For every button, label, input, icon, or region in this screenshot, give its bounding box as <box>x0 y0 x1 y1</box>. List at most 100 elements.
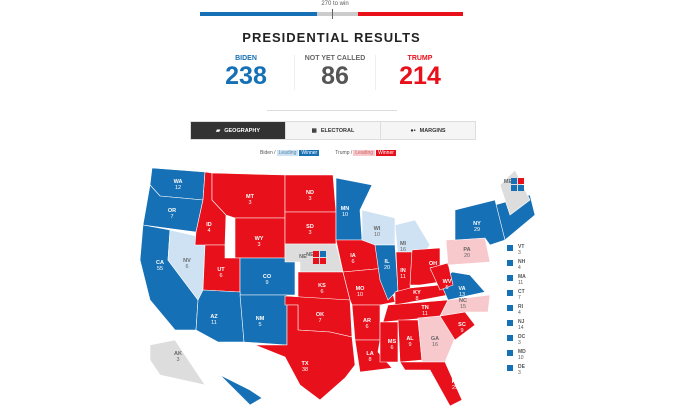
state-mn[interactable] <box>335 177 373 241</box>
state-fl[interactable] <box>399 361 463 407</box>
small-state-nj[interactable]: NJ 14 <box>507 319 526 334</box>
small-state-nh[interactable]: NH 4 <box>507 259 526 274</box>
state-label: TX 38 <box>301 361 308 373</box>
tab-geography[interactable]: ▰ GEOGRAPHY <box>191 122 286 139</box>
map-legend: Biden / Leading Winner Trump / Leading Winne… <box>260 150 396 156</box>
trump-total: TRUMP 214 <box>380 55 460 90</box>
biden-bar <box>200 12 317 16</box>
state-label: MN 10 <box>341 206 350 218</box>
legend-biden-leading: Leading <box>276 150 299 156</box>
state-label: WV 5 <box>443 279 452 291</box>
small-state-dc[interactable]: DC 3 <box>507 334 526 349</box>
state-label: WA 12 <box>174 179 183 191</box>
state-label: NV 6 <box>183 258 191 270</box>
state-label: UT 6 <box>217 267 225 279</box>
state-wv[interactable] <box>429 262 454 291</box>
ev: 10 <box>518 355 524 361</box>
ev: 3 <box>518 250 521 256</box>
tab-margins[interactable]: ●• MARGINS <box>381 122 475 139</box>
biden-winner-swatch <box>507 260 513 266</box>
small-state-text: MD 10 <box>518 349 526 364</box>
small-state-ri[interactable]: RI 4 <box>507 304 526 319</box>
abbr: MD <box>518 349 526 355</box>
state-label: AL 9 <box>406 336 414 348</box>
state-hi[interactable] <box>219 374 263 406</box>
state-label: LA 8 <box>366 351 373 363</box>
ne-district-square[interactable] <box>320 251 326 257</box>
state-label: FL 29 <box>452 379 459 391</box>
ne-district-square[interactable] <box>313 258 319 264</box>
state-label: ND 3 <box>306 190 314 202</box>
legend-trump-winner: Winner <box>376 150 396 156</box>
us-map-icon: ▰ <box>216 127 221 134</box>
trump-bar <box>358 12 463 16</box>
state-label: CA 55 <box>156 260 164 272</box>
divider <box>267 110 397 111</box>
small-state-text: RI 4 <box>518 304 523 319</box>
state-label: PA 20 <box>463 247 470 259</box>
biden-winner-swatch <box>507 335 513 341</box>
small-state-text: NJ 14 <box>518 319 524 334</box>
ne-district-square[interactable] <box>320 258 326 264</box>
state-az[interactable] <box>195 289 245 343</box>
cartogram-icon: ▦ <box>311 127 317 134</box>
state-label: CO 9 <box>263 274 272 286</box>
legend-trump: Trump / <box>335 150 353 156</box>
abbr: NH <box>518 259 526 265</box>
legend-biden-winner: Winner <box>299 150 320 156</box>
small-state-ct[interactable]: CT 7 <box>507 289 526 304</box>
ev: 4 <box>518 265 521 271</box>
tab-electoral[interactable]: ▦ ELECTORAL <box>286 122 381 139</box>
small-state-md[interactable]: MD 10 <box>507 349 526 364</box>
state-label: WY 3 <box>255 236 264 248</box>
state-me[interactable] <box>499 169 531 216</box>
me-district-square[interactable] <box>518 178 524 184</box>
legend-biden: Biden / <box>260 150 276 156</box>
state-nc[interactable] <box>439 294 491 317</box>
state-ny[interactable] <box>454 199 506 246</box>
state-label: SC 9 <box>458 322 466 334</box>
state-il[interactable] <box>374 244 399 301</box>
tab-label: ELECTORAL <box>320 127 355 134</box>
uncalled-value: 86 <box>321 62 349 90</box>
state-label: MT 3 <box>246 194 255 206</box>
page-title: PRESIDENTIAL RESULTS <box>242 30 421 45</box>
biden-winner-swatch <box>507 245 513 251</box>
state-label: MO 10 <box>356 286 366 298</box>
small-state-ma[interactable]: MA 11 <box>507 274 526 289</box>
uncalled-total: NOT YET CALLED 86 <box>294 55 376 90</box>
me-district-square[interactable] <box>518 185 524 191</box>
small-state-text: NH 4 <box>518 259 525 274</box>
state-label: SD 3 <box>306 224 314 236</box>
abbr: MA <box>518 274 526 280</box>
state-ga[interactable] <box>417 315 456 363</box>
state-label: WI 10 <box>374 226 381 238</box>
ev: 11 <box>518 280 524 286</box>
state-label: KS 6 <box>318 283 326 295</box>
uncalled-bar <box>317 9 358 19</box>
ev: 4 <box>518 310 521 316</box>
small-state-text: DE 3 <box>518 364 525 379</box>
abbr: DC <box>518 334 526 340</box>
trump-value: 214 <box>399 62 441 90</box>
ne-label: NE <box>306 252 314 258</box>
me-label: ME <box>504 179 513 185</box>
state-tx[interactable] <box>254 304 356 401</box>
small-state-de[interactable]: DE 3 <box>507 364 526 379</box>
small-state-text: MA 11 <box>518 274 526 289</box>
state-label: NM 5 <box>256 316 265 328</box>
state-ak[interactable] <box>149 339 206 386</box>
abbr: RI <box>518 304 523 310</box>
me-district-square[interactable] <box>511 178 517 184</box>
state-label: AK 3 <box>174 351 182 363</box>
ev: 3 <box>518 370 521 376</box>
state-ms[interactable] <box>379 321 399 363</box>
state-co[interactable] <box>239 257 296 296</box>
state-label: MS 6 <box>388 339 397 351</box>
ev: 3 <box>518 340 521 346</box>
ne-district-square[interactable] <box>313 251 319 257</box>
small-state-vt[interactable]: VT 3 <box>507 244 526 259</box>
me-district-square[interactable] <box>511 185 517 191</box>
state-oh[interactable] <box>409 247 441 286</box>
biden-winner-swatch <box>507 275 513 281</box>
